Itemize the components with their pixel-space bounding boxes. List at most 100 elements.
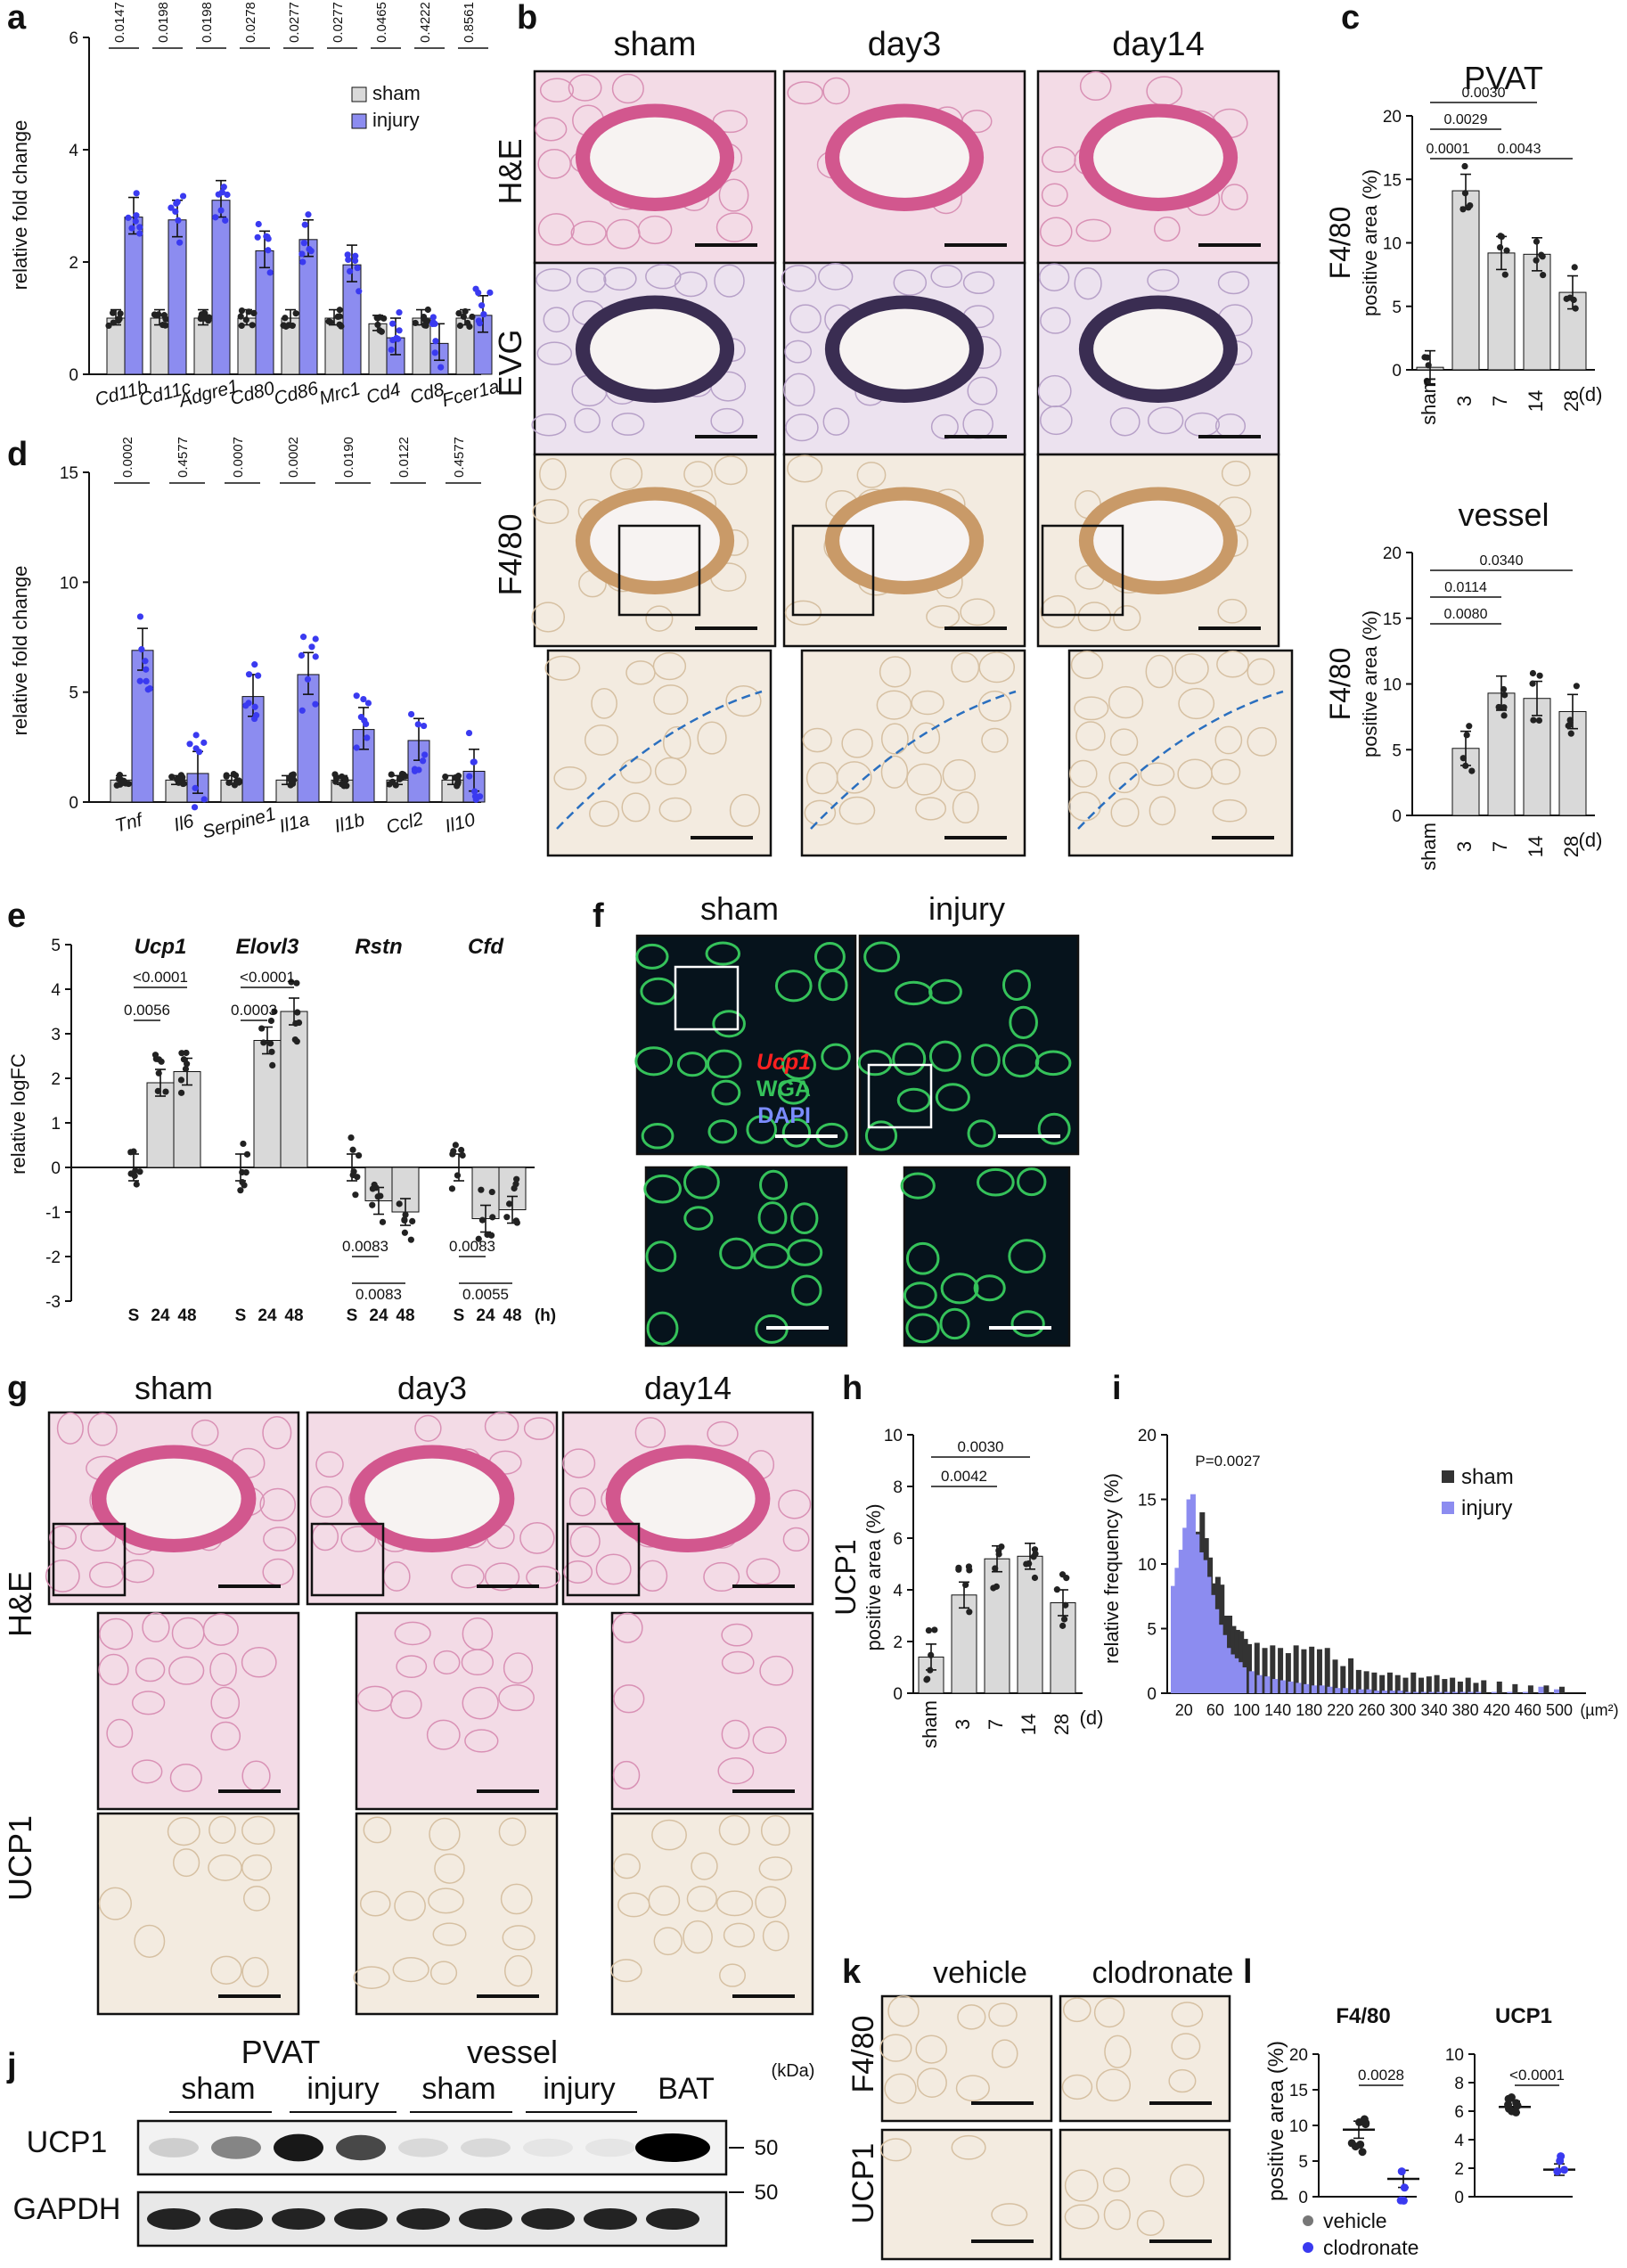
panel-b-image-vessel-lumen xyxy=(1093,117,1223,198)
panel-g-ucp1-image-cell xyxy=(500,1883,533,1915)
panel-d-point xyxy=(407,710,415,718)
panel-b-row-title: F4/80 xyxy=(492,513,528,595)
panel-g-image-inset-box xyxy=(310,1522,385,1597)
panel-f-image-cell xyxy=(928,1040,961,1072)
panel-d-point xyxy=(421,722,428,730)
panel-b-inset-image-cell xyxy=(589,800,620,827)
panel-f-image-cell xyxy=(781,1118,812,1148)
panel-a-point xyxy=(174,199,181,206)
panel-d-point xyxy=(200,739,208,746)
panel-i-x-label: 60 xyxy=(1206,1701,1224,1719)
panel-l-title: UCP1 xyxy=(1495,2004,1552,2028)
panel-d-pvalue: 0.0002 xyxy=(120,437,135,478)
panel-j-band-ucp1 xyxy=(523,2138,573,2157)
panel-g-ucp1-image-cell xyxy=(651,1819,687,1851)
panel-c-pvat-point xyxy=(1459,206,1467,213)
panel-e-y-tick-label: 4 xyxy=(51,981,61,1000)
panel-f-inset-image-cell xyxy=(905,1313,940,1344)
panel-a-point xyxy=(133,190,140,197)
panel-e-point xyxy=(478,1216,486,1224)
panel-l-ucp1-point xyxy=(1560,2166,1569,2174)
panel-c-vessel-x-label: 14 xyxy=(1525,836,1547,857)
panel-g-inset-image-cell xyxy=(241,1646,277,1678)
panel-c-pvat-y-tick-label: 5 xyxy=(1392,299,1402,317)
panel-g-ucp1-image-cell xyxy=(648,1885,681,1916)
panel-g-ucp1-image-cell xyxy=(683,1920,713,1954)
panel-c-pvat-point xyxy=(1461,162,1468,170)
panel-b-inset-image-cell xyxy=(654,757,687,786)
panel-c-vessel-point xyxy=(1535,716,1543,725)
panel-h-ylabel-main: UCP1 xyxy=(830,1539,862,1615)
panel-f-image-cell xyxy=(1037,1112,1071,1145)
panel-g-ucp1-image-cell xyxy=(98,1887,132,1920)
panel-c-vessel-point xyxy=(1468,767,1476,774)
panel-d-point xyxy=(442,773,449,781)
panel-e-gene-title: Ucp1 xyxy=(135,935,187,959)
panel-a-point xyxy=(396,327,403,334)
panel-i-bar-sham xyxy=(1340,1666,1346,1693)
panel-i-bar-sham xyxy=(1348,1658,1354,1693)
panel-b-image-cell xyxy=(603,266,637,291)
panel-k-column-title: vehicle xyxy=(933,1956,1027,1990)
panel-b-image-cell xyxy=(1154,216,1181,242)
panel-a-point xyxy=(250,309,258,317)
panel-e-y-tick-label: 5 xyxy=(51,937,61,955)
panel-b-inset-image-cell xyxy=(1212,798,1247,823)
panel-e-x-label: 48 xyxy=(396,1306,414,1325)
panel-i-bar-sham xyxy=(1293,1645,1299,1693)
panel-c-pvat-y-tick-label: 10 xyxy=(1383,235,1402,254)
panel-i-bar-sham xyxy=(1419,1677,1425,1693)
panel-d-point xyxy=(402,773,409,780)
panel-e-x-unit: (h) xyxy=(535,1306,556,1325)
panel-h-point xyxy=(990,1584,997,1592)
panel-b-image-cell xyxy=(1109,407,1141,437)
panel-i-bar-injury xyxy=(1178,1550,1184,1693)
panel-b-image-cell xyxy=(1039,217,1073,247)
panel-i-bar-sham xyxy=(1512,1683,1518,1693)
panel-l-legend-vehicle-marker xyxy=(1303,2215,1313,2226)
panel-f-image-cell xyxy=(1034,1050,1072,1077)
panel-i-bar-injury xyxy=(1381,1691,1387,1693)
panel-b-image-cell xyxy=(1040,594,1076,628)
panel-l-ucp1-y-tick-label: 4 xyxy=(1454,2132,1464,2150)
panel-l-ylabel: positive area (%) xyxy=(1264,2041,1288,2201)
panel-g-inset-image-cell xyxy=(498,1683,535,1712)
panel-g-label: g xyxy=(7,1370,28,1407)
panel-d-y-tick-label: 5 xyxy=(69,684,78,703)
panel-g-column-title: day14 xyxy=(644,1370,732,1406)
panel-b-inset-image-cell xyxy=(836,761,872,794)
panel-g-inset-image-cell xyxy=(106,1718,134,1748)
panel-c-pvat-pvalue: 0.0001 xyxy=(1427,142,1470,157)
panel-c-pvat-point xyxy=(1539,253,1546,260)
panel-b-image-cell xyxy=(645,263,682,290)
panel-d-point xyxy=(143,666,150,673)
panel-c-vessel-y-tick-label: 0 xyxy=(1392,807,1402,826)
panel-d-point xyxy=(176,775,183,783)
panel-i-bar-injury xyxy=(1476,1691,1482,1693)
panel-h-point xyxy=(955,1566,962,1573)
panel-a-point xyxy=(242,316,249,323)
panel-k-image-cell xyxy=(1064,2169,1099,2202)
panel-c-pvat-x-label: 3 xyxy=(1453,396,1476,406)
panel-b-inset-image-cell xyxy=(880,723,909,755)
panel-c-vessel-point xyxy=(1501,692,1508,699)
panel-k-image-cell xyxy=(991,2203,1028,2226)
panel-d-point xyxy=(136,613,144,620)
panel-b-image-cell xyxy=(576,267,607,293)
panel-f-image-cell xyxy=(746,1115,777,1144)
panel-c-vessel-y-tick-label: 10 xyxy=(1383,676,1402,695)
panel-h-y-tick-label: 0 xyxy=(893,1685,903,1704)
panel-i-bar-injury xyxy=(1209,1594,1215,1693)
panel-c-vessel-point xyxy=(1565,722,1572,729)
panel-d-pvalue: 0.0122 xyxy=(397,437,412,478)
panel-h-point xyxy=(925,1626,933,1634)
panel-d-point xyxy=(396,775,404,782)
panel-h-point xyxy=(1059,1622,1067,1629)
panel-j-band-gapdh xyxy=(334,2208,388,2230)
panel-d-point xyxy=(225,779,233,786)
panel-k-image-cell xyxy=(879,2138,912,2162)
panel-l-ucp1-y-tick-label: 2 xyxy=(1454,2160,1464,2179)
panel-b-inset-image-cell xyxy=(584,724,618,756)
panel-k-image-cell xyxy=(991,2039,1018,2068)
panel-g-image-vessel-lumen xyxy=(364,1458,500,1539)
